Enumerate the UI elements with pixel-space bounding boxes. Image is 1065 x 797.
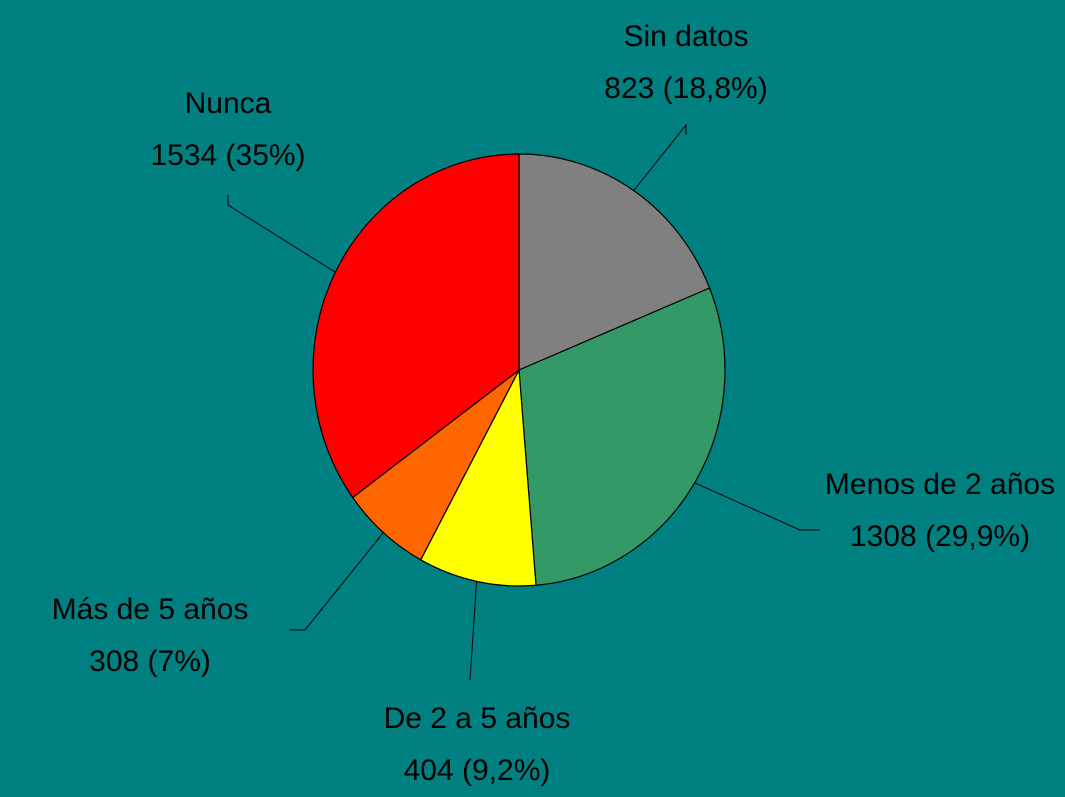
pie-slice bbox=[312, 153, 520, 499]
slice-label: Menos de 2 años 1308 (29,9%) bbox=[815, 459, 1065, 563]
leader-line bbox=[290, 532, 384, 631]
slice-label: Sin datos 823 (18,8%) bbox=[604, 11, 767, 115]
value-label: 1308 (29,9%) bbox=[849, 520, 1031, 553]
category-label: Nunca bbox=[184, 87, 272, 120]
slice-label: De 2 a 5 años 404 (9,2%) bbox=[384, 693, 571, 797]
leader-line bbox=[694, 482, 820, 531]
slice-label: Nunca 1534 (35%) bbox=[150, 78, 305, 182]
leader-line bbox=[469, 581, 478, 681]
leader-line bbox=[227, 195, 336, 273]
value-label: 1534 (35%) bbox=[150, 139, 306, 172]
pie-slice bbox=[419, 367, 537, 587]
value-label: 823 (18,8%) bbox=[604, 72, 768, 105]
category-label: Sin datos bbox=[623, 20, 749, 53]
leader-line bbox=[633, 123, 687, 191]
category-label: Más de 5 años bbox=[51, 593, 249, 626]
category-label: Menos de 2 años bbox=[824, 468, 1056, 501]
slice-label: Más de 5 años 308 (7%) bbox=[52, 584, 249, 688]
category-label: De 2 a 5 años bbox=[383, 702, 571, 735]
value-label: 308 (7%) bbox=[89, 645, 211, 678]
value-label: 404 (9,2%) bbox=[403, 754, 551, 787]
pie-slice bbox=[518, 153, 711, 371]
